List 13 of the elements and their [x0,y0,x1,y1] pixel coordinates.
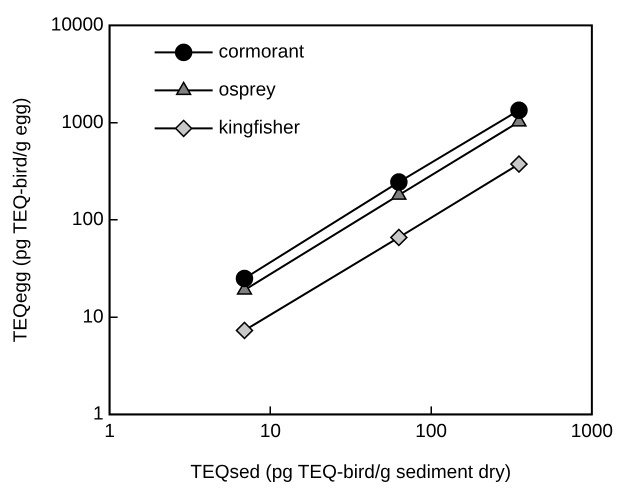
x-tick-label: 100 [415,421,447,442]
y-tick-label: 100 [72,209,104,230]
y-tick-label: 10000 [50,14,104,36]
x-tick-label: 10 [260,421,281,442]
legend-label: osprey [218,80,276,101]
x-tick-label: 1000 [570,421,614,442]
legend-label: kingfisher [218,118,301,139]
y-axis-title: TEQegg (pg TEQ-bird/g egg) [10,98,32,342]
x-axis-title: TEQsed (pg TEQ-bird/g sediment dry) [190,462,512,483]
legend-label: cormorant [218,42,305,63]
y-tick-label: 1 [93,404,104,425]
y-tick-label: 10 [82,306,104,328]
y-tick-label: 1000 [61,112,104,133]
